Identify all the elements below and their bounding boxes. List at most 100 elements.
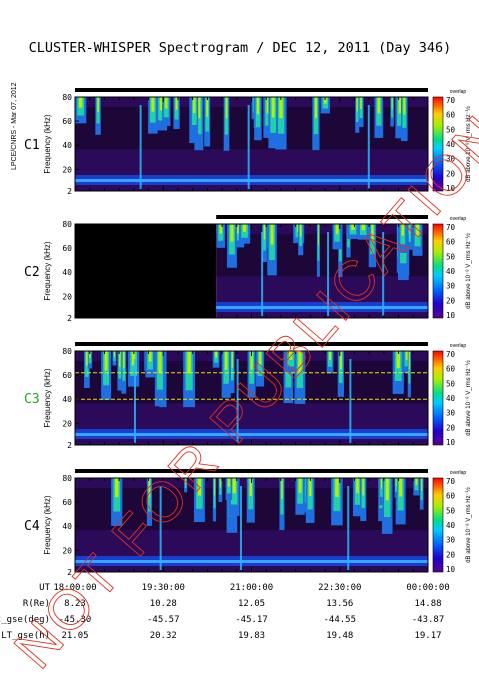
colorbar-tick-label: 20 [446,296,456,305]
burst-core [158,351,162,374]
colorbar-tick-label: 60 [446,238,456,247]
burst-core [187,351,191,374]
burst-core [89,351,91,358]
burst-core [197,97,201,119]
low-frequency-line [216,306,428,309]
panel-name-label: C1 [24,138,40,153]
burst-core [78,97,83,108]
burst-core [279,97,283,119]
burst-core [371,224,374,242]
ephemeris-row-label: R(Re) [23,599,50,609]
ephemeris-value: -45.57 [147,615,180,625]
ephemeris-value: 12.05 [238,599,265,609]
burst-core [224,351,228,370]
low-frequency-line [75,433,428,436]
figure-title: CLUSTER-WHISPER Spectrogram / DEC 12, 20… [29,40,452,56]
burst-core [288,351,293,360]
burst-core [123,351,125,369]
burst-core [215,351,218,358]
burst-core [314,97,318,119]
burst-core [104,351,108,371]
y-tick-label: 80 [62,474,72,483]
burst-core [115,478,119,498]
colorbar-tick-label: 70 [446,350,456,359]
burst-core [113,351,116,357]
burst-core [299,224,302,237]
full-depth-streak [327,232,330,316]
y-tick-label: 40 [62,141,72,150]
y-axis-label: Frequency (kHz) [43,368,52,427]
full-depth-streak [133,359,136,443]
burst-core [339,351,342,370]
y-tick-label: 80 [62,347,72,356]
burst-core [298,351,302,373]
burst-core [308,478,312,496]
full-depth-streak [347,486,350,570]
burst-core [356,97,358,112]
y-tick-label: 60 [62,498,72,507]
ephemeris-row-label: LT_gse(h) [1,631,50,641]
colorbar-tick-label: 10 [446,184,456,193]
burst-core [415,478,418,485]
ephemeris-value: 20.32 [150,631,177,641]
burst-core [408,351,410,370]
burst-core [131,351,136,366]
panel-name-label: C2 [24,265,40,280]
burst-core [281,478,283,499]
full-depth-streak [247,105,250,189]
burst-core [151,97,155,112]
full-depth-streak [239,486,242,570]
full-depth-streak [159,486,162,570]
burst-core [377,97,381,114]
colorbar-tick-label: 30 [446,409,456,418]
ephemeris-value: -45.30 [59,615,92,625]
burst-core [391,97,393,109]
colorbar-tick-label: 60 [446,111,456,120]
ephemeris-value: 19:30:00 [142,583,185,593]
y-tick-label: 40 [62,395,72,404]
colorbar [432,477,444,573]
full-depth-streak [261,232,264,316]
colorbar-tick-label: 50 [446,125,456,134]
no-data-region [75,224,217,318]
colorbar-tick-label: 30 [446,155,456,164]
burst-core [86,351,88,366]
coverage-bar [216,215,428,219]
ephemeris-value: 13.56 [326,599,353,609]
full-depth-streak [236,359,239,443]
burst-core [403,97,406,115]
panel-name-label: C4 [24,519,40,534]
y-tick-label: 40 [62,268,72,277]
ephemeris-value: 21:00:00 [230,583,273,593]
burst-core [380,478,383,489]
y-tick-label: 40 [62,522,72,531]
burst-core [356,478,359,494]
ephemeris-row-label: UT [39,583,50,593]
burst-core [193,97,196,114]
ephemeris-value: -43.87 [412,615,445,625]
burst-core [263,224,266,240]
y-tick-label: 20 [62,546,72,555]
colorbar-tick-label: 40 [446,394,456,403]
colorbar-tick-label: 10 [446,565,456,574]
burst-core [335,224,339,235]
colorbar-tick-label: 20 [446,169,456,178]
low-frequency-line [75,179,428,182]
coverage-bar [75,88,428,92]
burst-core [185,478,187,484]
burst-core [395,478,397,486]
colorbar-tick-label: 50 [446,506,456,515]
burst-core [219,224,223,234]
ephemeris-row-label: Lat_gse(deg) [0,615,50,625]
burst-core [250,351,253,370]
burst-core [97,97,99,113]
ephemeris-value: 19.17 [414,631,441,641]
y-tick-label: 2 [67,314,72,323]
colorbar-tick-label: 60 [446,492,456,501]
panel-name-label: C3 [24,392,40,407]
burst-core [398,97,402,114]
burst-core [385,478,389,501]
colorbar-tick-label: 30 [446,536,456,545]
